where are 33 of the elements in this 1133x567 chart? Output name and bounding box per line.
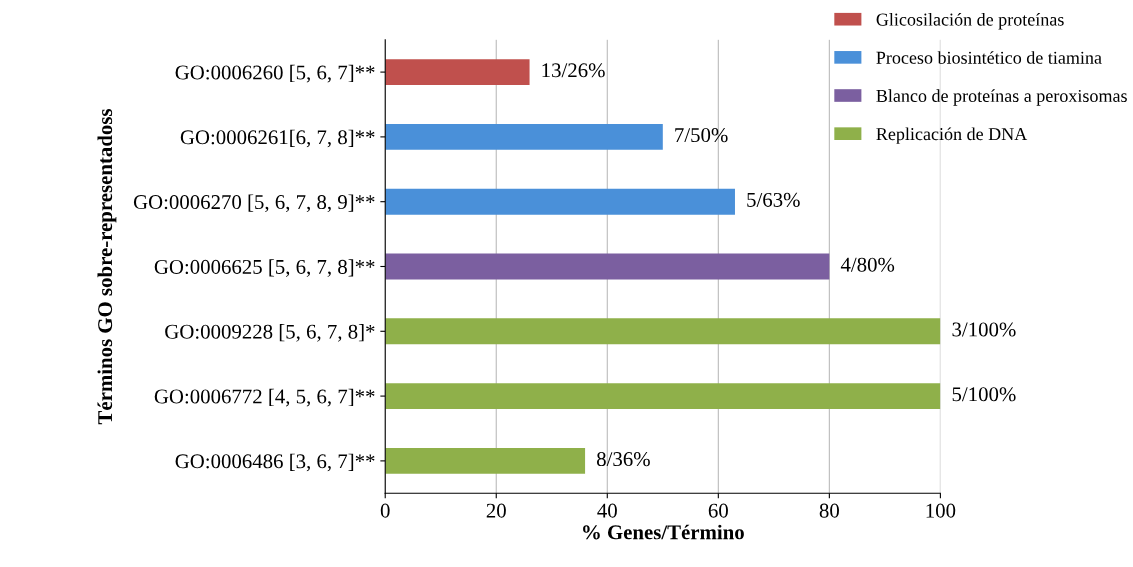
y-tick-label: GO:0006625 [5, 6, 7, 8]** bbox=[154, 259, 375, 277]
legend-label: Glicosilación de proteínas bbox=[876, 12, 1064, 30]
data-label: 5/100% bbox=[952, 387, 1016, 402]
x-tick-label: 60 bbox=[708, 503, 728, 518]
bar bbox=[385, 59, 530, 86]
x-tick-label: 80 bbox=[819, 503, 839, 518]
legend-label: Proceso biosintético de tiamina bbox=[876, 51, 1102, 64]
data-label: 8/36% bbox=[596, 452, 650, 467]
bar bbox=[385, 318, 941, 345]
y-tick-label: GO:0006486 [3, 6, 7]** bbox=[175, 453, 375, 472]
y-tick-label: GO:0006261[6, 7, 8]** bbox=[180, 129, 375, 148]
bar bbox=[385, 123, 663, 150]
y-tick-label: GO:0006270 [5, 6, 7, 8, 9]** bbox=[133, 194, 375, 213]
y-tick-label: GO:0006260 [5, 6, 7]** bbox=[175, 64, 375, 83]
data-label: 13/26% bbox=[542, 63, 605, 78]
y-axis-title: Términos GO sobre-representadoss bbox=[97, 109, 117, 425]
legend-label: Blanco de proteínas a peroxisomas bbox=[876, 89, 1127, 106]
bar bbox=[385, 447, 586, 474]
y-tick-label: GO:0009228 [5, 6, 7, 8]* bbox=[165, 324, 375, 342]
data-label: 5/63% bbox=[747, 192, 800, 207]
data-label: 3/100% bbox=[952, 322, 1016, 337]
data-label: 4/80% bbox=[840, 257, 895, 272]
legend-label: Replicación de DNA bbox=[876, 127, 1028, 144]
bar bbox=[385, 188, 735, 215]
bar bbox=[385, 383, 941, 410]
x-tick-label: 40 bbox=[597, 503, 617, 518]
bar bbox=[385, 253, 830, 280]
x-tick-label: 0 bbox=[380, 503, 390, 518]
x-tick-label: 100 bbox=[926, 503, 956, 518]
y-tick-label: GO:0006772 [4, 5, 6, 7]** bbox=[154, 388, 375, 407]
data-label: 7/50% bbox=[675, 128, 728, 143]
x-tick-label: 20 bbox=[486, 503, 506, 518]
x-axis-title: % Genes/Término bbox=[583, 524, 744, 540]
